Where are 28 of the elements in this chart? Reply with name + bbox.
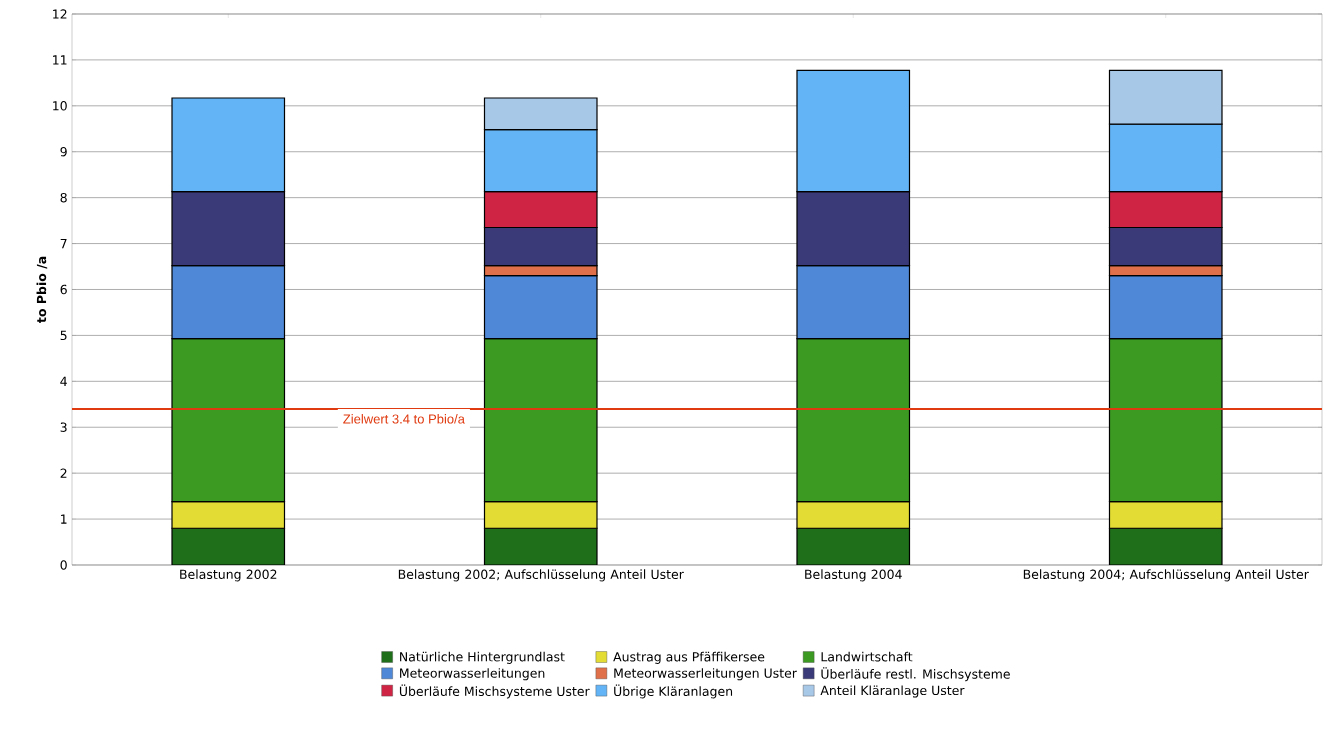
y-tick-label: 11	[53, 55, 67, 65]
y-tick-label: 10	[53, 101, 67, 111]
y-tick-label: 8	[60, 192, 67, 203]
y-tick-label: 12	[53, 9, 67, 19]
x-tick-label: Belastung 2002; Aufschlüsselung Anteil Uster	[398, 569, 684, 582]
y-tick-label: 4	[60, 376, 67, 386]
legend-label: Austrag aus Pfäffikersee	[613, 651, 765, 664]
legend-label: Natürliche Hintergrundlast	[400, 651, 565, 664]
legend-label: Meteorwasserleitungen Uster	[614, 668, 797, 681]
legend-label: Überläufe Mischsysteme Uster	[399, 684, 590, 699]
y-tick-label: 0	[60, 560, 67, 570]
y-tick-label: 9	[60, 147, 67, 157]
legend-label: Überläufe restl. Mischsysteme	[821, 667, 1010, 682]
legend-label: Meteorwasserleitungen	[400, 668, 545, 681]
x-tick-label: Belastung 2002	[180, 569, 277, 582]
y-axis-title: to Pbio /a	[36, 256, 48, 323]
legend-label: Übrige Kläranlagen	[614, 684, 733, 699]
y-tick-label: 7	[60, 239, 67, 249]
legend-label: Anteil Kläranlage Uster	[820, 685, 965, 698]
x-tick-label: Belastung 2004	[805, 569, 902, 582]
legend-label: Landwirtschaft	[821, 651, 913, 662]
y-tick-label: 1	[61, 514, 67, 524]
y-tick-label: 6	[60, 284, 67, 295]
ref-line-label: Zielwert 3.4 to Pbio/a	[343, 414, 465, 424]
y-tick-label: 3	[60, 422, 67, 432]
x-tick-label: Belastung 2004; Aufschlüsselung Anteil Uster	[1023, 569, 1309, 582]
y-tick-label: 2	[60, 468, 67, 478]
y-tick-label: 5	[60, 330, 67, 341]
